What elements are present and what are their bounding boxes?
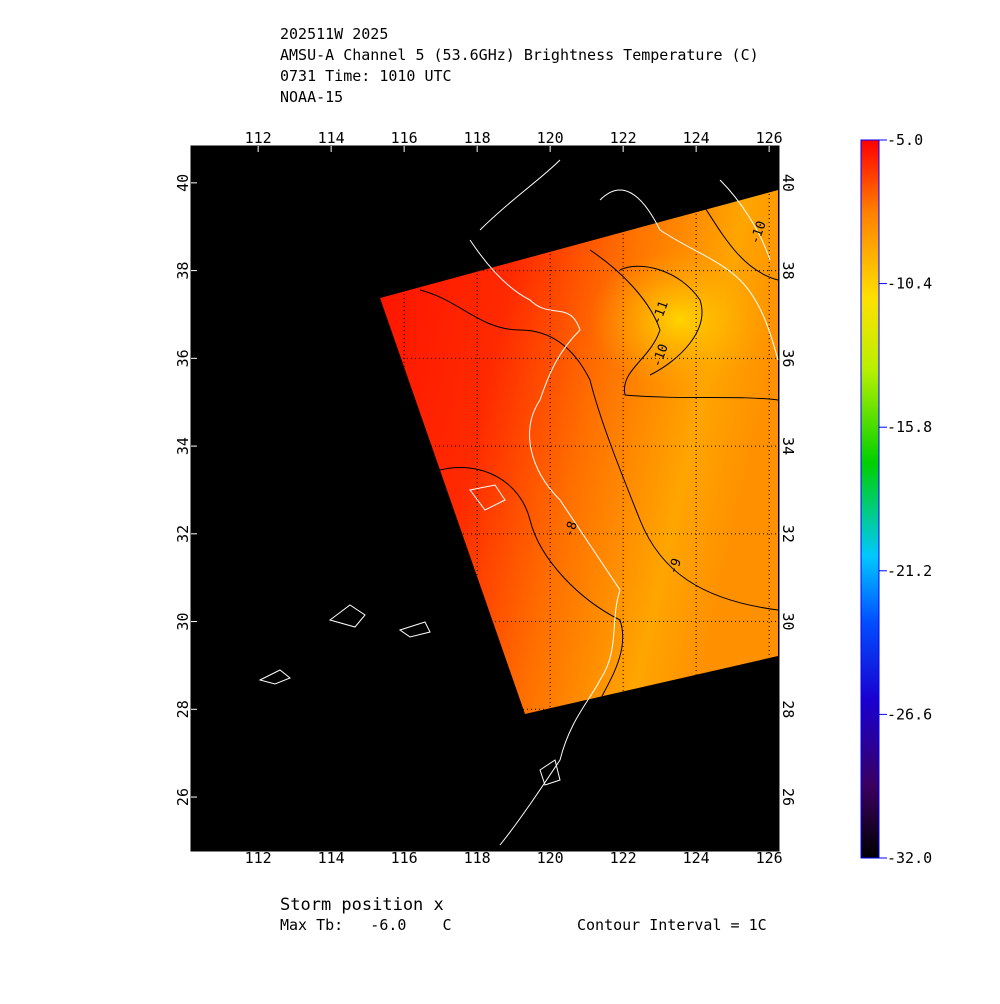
colorbar-ticks: -5.0 -10.4 -15.8 -21.2 -26.6 -32.0 xyxy=(879,131,932,867)
lon-label-top: 112 xyxy=(245,129,272,147)
contour xyxy=(589,249,778,401)
contour-labels: -10-11-10-9-8 xyxy=(562,219,770,576)
coastline xyxy=(719,179,771,261)
storm-position: Storm position x xyxy=(280,895,444,915)
lon-label-top: 120 xyxy=(537,129,564,147)
max-tb: Max Tb: -6.0 C xyxy=(280,916,452,934)
contours xyxy=(419,199,778,701)
lat-label-right: 34 xyxy=(779,437,797,455)
island xyxy=(258,484,561,786)
coastline xyxy=(479,159,779,361)
lon-label-top: 124 xyxy=(683,129,710,147)
lon-label-top: 118 xyxy=(464,129,491,147)
header-line: 202511W 2025 xyxy=(280,25,388,43)
colorbar-label: -10.4 xyxy=(887,275,932,293)
lon-label-top: 126 xyxy=(756,129,783,147)
lat-label-right: 32 xyxy=(779,525,797,543)
lat-label-right: 30 xyxy=(779,613,797,631)
contour xyxy=(619,265,703,376)
colorbar-label: -21.2 xyxy=(887,562,932,580)
lat-label-left: 32 xyxy=(174,525,192,543)
lat-label-left: 36 xyxy=(174,349,192,367)
lon-label-top: 116 xyxy=(391,129,418,147)
lon-label-top: 122 xyxy=(610,129,637,147)
map-frame xyxy=(190,145,780,852)
contour-interval: Contour Interval = 1C xyxy=(577,916,767,934)
lat-label-left: 40 xyxy=(174,174,192,192)
contour-label: -9 xyxy=(666,557,685,577)
contour xyxy=(699,199,778,281)
colorbar-label: -26.6 xyxy=(887,705,932,723)
lat-label-left: 30 xyxy=(174,613,192,631)
coastlines xyxy=(258,159,779,846)
lat-label-right: 36 xyxy=(779,349,797,367)
lat-label-left: 28 xyxy=(174,700,192,718)
coastline xyxy=(469,239,621,846)
lon-label-top: 114 xyxy=(318,129,345,147)
colorbar-label: -15.8 xyxy=(887,418,932,436)
contour xyxy=(439,466,624,701)
lon-label-bottom: 112 xyxy=(245,849,272,867)
lat-label-right: 26 xyxy=(779,788,797,806)
warm-region xyxy=(590,250,770,390)
lon-label-bottom: 126 xyxy=(756,849,783,867)
lon-label-bottom: 120 xyxy=(537,849,564,867)
axes: 112 112 114 114 116 116 118 118 120 120 122 122 124 1… xyxy=(174,129,797,867)
lon-label-bottom: 122 xyxy=(610,849,637,867)
lon-label-bottom: 124 xyxy=(683,849,710,867)
colorbar-label: -5.0 xyxy=(887,131,923,149)
header: 202511W 2025 AMSU-A Channel 5 (53.6GHz) B… xyxy=(280,25,759,106)
lat-label-left: 26 xyxy=(174,788,192,806)
lat-label-left: 38 xyxy=(174,262,192,280)
header-line: AMSU-A Channel 5 (53.6GHz) Brightness Te… xyxy=(280,46,759,64)
header-line: 0731 Time: 1010 UTC xyxy=(280,67,452,85)
contour-label: -8 xyxy=(562,520,581,540)
lon-label-bottom: 114 xyxy=(318,849,345,867)
lat-label-right: 28 xyxy=(779,700,797,718)
contour xyxy=(419,289,778,611)
lat-label-left: 34 xyxy=(174,437,192,455)
colorbar xyxy=(860,139,880,859)
lon-label-bottom: 118 xyxy=(464,849,491,867)
lat-label-right: 40 xyxy=(779,174,797,192)
lon-label-bottom: 116 xyxy=(391,849,418,867)
colorbar-label: -32.0 xyxy=(887,849,932,867)
lat-label-right: 38 xyxy=(779,262,797,280)
header-line: NOAA-15 xyxy=(280,88,343,106)
